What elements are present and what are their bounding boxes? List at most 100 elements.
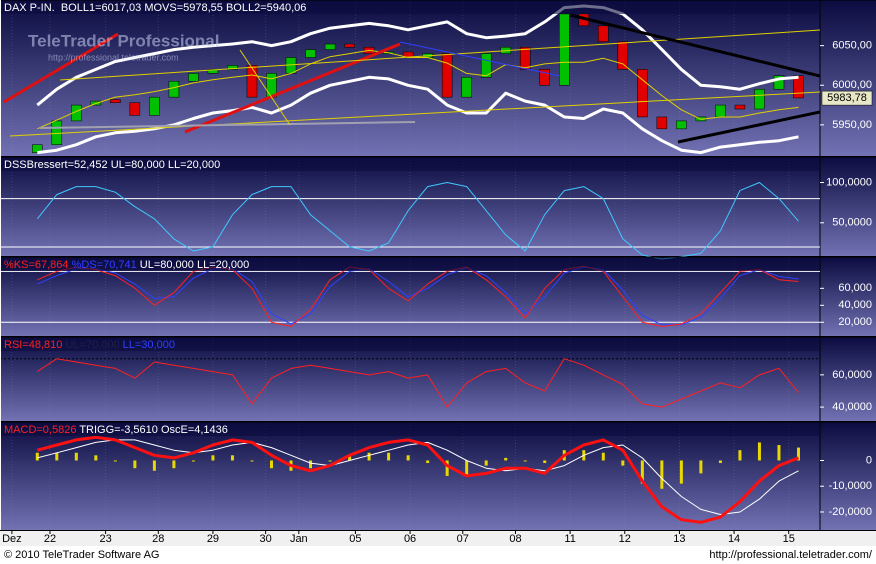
candle: [207, 69, 219, 74]
watermark-title: TeleTrader Professional: [28, 31, 219, 50]
histogram-bar: [74, 452, 78, 461]
histogram-bar: [406, 455, 410, 461]
candle: [519, 46, 531, 70]
panel: 0 -10,0000 -20,0000 MACD=0,5826 TRIGG=-3,56…: [0, 422, 872, 530]
trend-line: [569, 13, 820, 78]
histogram-bar: [230, 455, 234, 461]
x-tick-label: Jan: [290, 533, 308, 545]
candle: [188, 73, 199, 82]
footer-band: [0, 546, 876, 564]
panel-background: [0, 157, 876, 256]
series-line: [36, 4, 799, 107]
histogram-bar: [660, 460, 664, 489]
candle: [71, 104, 82, 122]
panel-header-band: [0, 157, 820, 171]
histogram-bar: [348, 455, 352, 461]
x-tick-label: 06: [404, 533, 416, 545]
trend-line: [677, 110, 820, 144]
histogram-bar: [113, 460, 117, 462]
candle: [676, 120, 687, 130]
copyright: © 2010 TeleTrader Software AG: [4, 549, 159, 561]
histogram-bar: [387, 452, 391, 461]
x-tick-label: 11: [564, 533, 575, 545]
x-tick-label: 12: [619, 533, 631, 545]
x-tick-label: 29: [207, 533, 219, 545]
candle: [110, 99, 121, 103]
candle: [656, 116, 668, 130]
candle: [637, 69, 648, 118]
candle: [149, 96, 160, 116]
histogram-bar: [94, 455, 98, 461]
y-tick-label: 40,000: [838, 299, 872, 311]
histogram-bar: [426, 460, 430, 464]
header-item: LL=30,000: [120, 339, 175, 351]
candle: [539, 69, 550, 86]
last-price-box: [821, 90, 873, 106]
histogram-bar: [211, 455, 215, 461]
panel-header-band: [0, 337, 820, 351]
histogram-bar: [133, 460, 137, 469]
last-price-label: 5983,78: [827, 92, 867, 104]
panel-header-band: [0, 0, 820, 14]
x-tick-label: 08: [509, 533, 521, 545]
trend-line: [9, 91, 820, 137]
histogram-bar: [543, 460, 547, 464]
x-tick-label: 07: [457, 533, 469, 545]
candle: [441, 53, 453, 98]
histogram-bar: [679, 460, 683, 484]
panel: 60,0000 40,0000 RSI=48,810 UL=70,000 LL=30…: [0, 337, 872, 421]
trend-line: [239, 49, 291, 126]
histogram-bar: [738, 450, 742, 461]
panel: 60,000 40,000 20,000 %KS=67,864 %DS=70,741 …: [0, 257, 872, 336]
candle: [227, 65, 238, 70]
panel-header-band: [0, 422, 820, 436]
y-tick-label: -20,0000: [829, 506, 872, 518]
candle: [168, 81, 180, 98]
histogram-bar: [777, 445, 781, 461]
histogram-bar: [172, 460, 176, 469]
histogram-bar: [35, 452, 39, 461]
x-tick-label: 22: [44, 533, 56, 545]
histogram-bar: [504, 457, 508, 461]
header-item: %DS=70,741: [69, 259, 137, 271]
histogram-bar: [152, 460, 156, 471]
histogram-bar: [191, 460, 195, 462]
histogram-bar: [621, 460, 625, 466]
trend-line: [59, 29, 820, 81]
candle: [246, 65, 258, 98]
panel-header-band: [0, 257, 820, 271]
candle: [32, 144, 43, 153]
candle: [598, 25, 609, 42]
x-tick-label: 15: [783, 533, 795, 545]
trend-line: [399, 41, 561, 77]
panel-header: DAX P-IN. BOLL1=6017,03 MOVS=5978,55 BOL…: [4, 2, 306, 14]
histogram-bar: [55, 452, 59, 461]
candle: [715, 104, 726, 118]
histogram-bar: [640, 460, 644, 484]
histogram-bar: [445, 460, 449, 476]
candle: [344, 43, 355, 48]
x-tick-label: 14: [728, 533, 740, 545]
x-tick-label: 28: [152, 533, 164, 545]
y-tick-label: 6050,00: [832, 40, 872, 52]
header-item: MACD=0,5826: [4, 424, 76, 436]
header-item: UL=70,000: [62, 339, 119, 351]
histogram-bar: [309, 460, 313, 469]
panel-background: [0, 422, 876, 530]
y-tick-label: 60,000: [838, 282, 872, 294]
panel-header: DSSBressert=52,452 UL=80,000 LL=20,000: [4, 159, 220, 171]
candle: [461, 77, 472, 98]
series-line: [37, 358, 799, 408]
header-item: TRIGG=-3,5610 OscE=4,1436: [76, 424, 227, 436]
header-item: DSSBressert=52,452 UL=80,000 LL=20,000: [4, 159, 220, 171]
histogram-bar: [523, 460, 527, 462]
histogram-bar: [269, 460, 273, 469]
x-axis-band: [0, 531, 876, 546]
y-tick-label: 5950,00: [832, 119, 872, 131]
histogram-bar: [757, 442, 761, 461]
histogram-bar: [367, 452, 371, 461]
panel-header: %KS=67,864 %DS=70,741 UL=80,000 LL=20,00…: [4, 259, 249, 271]
x-tick-label: 30: [260, 533, 272, 545]
